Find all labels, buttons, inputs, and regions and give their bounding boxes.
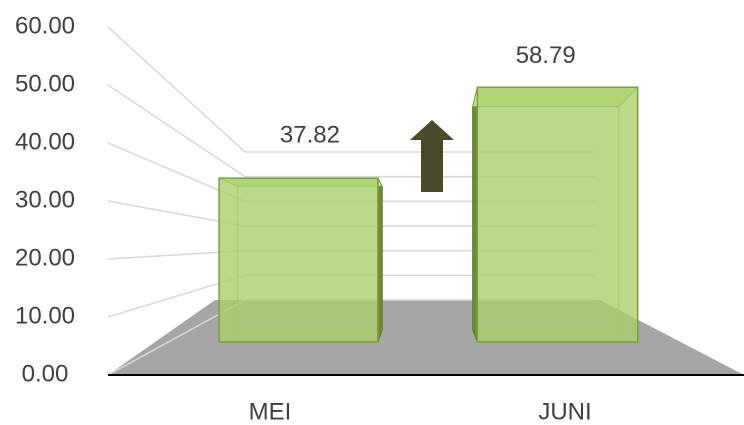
y-tick-label: 10.00 xyxy=(15,302,75,329)
bar-front xyxy=(476,86,639,343)
bar xyxy=(218,177,384,343)
x-tick-label: MEI xyxy=(249,398,292,425)
data-label: 58.79 xyxy=(516,42,576,69)
y-tick-label: 40.00 xyxy=(15,128,75,155)
bar xyxy=(472,86,639,343)
y-tick-label: 30.00 xyxy=(15,186,75,213)
y-tick-label: 0.00 xyxy=(22,360,69,387)
bar-front xyxy=(218,177,379,343)
y-tick-label: 60.00 xyxy=(15,12,75,39)
y-tick-label: 20.00 xyxy=(15,244,75,271)
floor xyxy=(108,300,744,375)
y-tick-label: 50.00 xyxy=(15,70,75,97)
up-arrow xyxy=(410,120,454,192)
x-tick-label: JUNI xyxy=(538,398,591,425)
bars xyxy=(218,86,639,343)
data-label: 37.82 xyxy=(280,122,340,149)
